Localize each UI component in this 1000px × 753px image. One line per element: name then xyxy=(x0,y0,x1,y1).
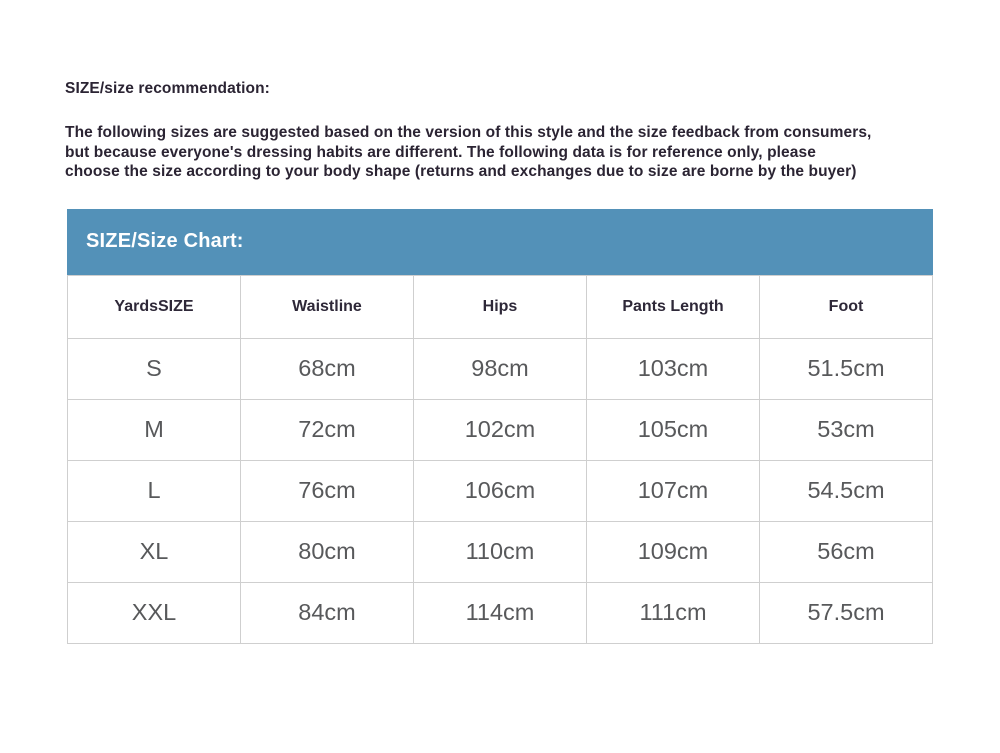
size-label: M xyxy=(67,398,241,461)
pants-length-value: 105cm xyxy=(586,398,760,461)
foot-value: 56cm xyxy=(759,520,933,583)
paragraph-line: but because everyone's dressing habits a… xyxy=(65,143,816,161)
pants-length-value: 103cm xyxy=(586,337,760,400)
column-header-waistline: Waistline xyxy=(240,274,414,339)
pants-length-value: 111cm xyxy=(586,581,760,644)
size-chart-section: SIZE/Size Chart: YardsSIZE Waistline Hip… xyxy=(67,208,933,644)
paragraph-line: The following sizes are suggested based … xyxy=(65,124,872,141)
table-row-l: L 76cm 106cm 107cm 54.5cm xyxy=(67,459,933,522)
waistline-value: 72cm xyxy=(240,398,414,461)
size-recommendation-paragraph: The following sizes are suggested based … xyxy=(65,123,935,182)
column-header-foot: Foot xyxy=(759,274,933,339)
size-recommendation-heading: SIZE/size recommendation: xyxy=(65,80,270,97)
hips-value: 114cm xyxy=(413,581,587,644)
paragraph-line: choose the size according to your body s… xyxy=(65,163,857,180)
size-chart-title-bar: SIZE/Size Chart: xyxy=(67,208,933,275)
hips-value: 102cm xyxy=(413,398,587,461)
waistline-value: 80cm xyxy=(240,520,414,583)
hips-value: 98cm xyxy=(413,337,587,400)
foot-value: 57.5cm xyxy=(759,581,933,644)
foot-value: 51.5cm xyxy=(759,337,933,400)
pants-length-value: 109cm xyxy=(586,520,760,583)
hips-value: 110cm xyxy=(413,520,587,583)
foot-value: 54.5cm xyxy=(759,459,933,522)
column-header-yardssize: YardsSIZE xyxy=(67,274,241,339)
column-header-hips: Hips xyxy=(413,274,587,339)
table-row-m: M 72cm 102cm 105cm 53cm xyxy=(67,398,933,461)
size-chart-title: SIZE/Size Chart: xyxy=(86,230,244,252)
size-chart-table: YardsSIZE Waistline Hips Pants Length Fo… xyxy=(67,274,933,644)
waistline-value: 76cm xyxy=(240,459,414,522)
hips-value: 106cm xyxy=(413,459,587,522)
size-label: XL xyxy=(67,520,241,583)
size-label: L xyxy=(67,459,241,522)
waistline-value: 84cm xyxy=(240,581,414,644)
waistline-value: 68cm xyxy=(240,337,414,400)
column-header-pants-length: Pants Length xyxy=(586,274,760,339)
foot-value: 53cm xyxy=(759,398,933,461)
table-row-s: S 68cm 98cm 103cm 51.5cm xyxy=(67,337,933,400)
pants-length-value: 107cm xyxy=(586,459,760,522)
size-chart-header-row: YardsSIZE Waistline Hips Pants Length Fo… xyxy=(67,274,933,339)
table-row-xxl: XXL 84cm 114cm 111cm 57.5cm xyxy=(67,581,933,644)
size-label: S xyxy=(67,337,241,400)
size-label: XXL xyxy=(67,581,241,644)
table-row-xl: XL 80cm 110cm 109cm 56cm xyxy=(67,520,933,583)
